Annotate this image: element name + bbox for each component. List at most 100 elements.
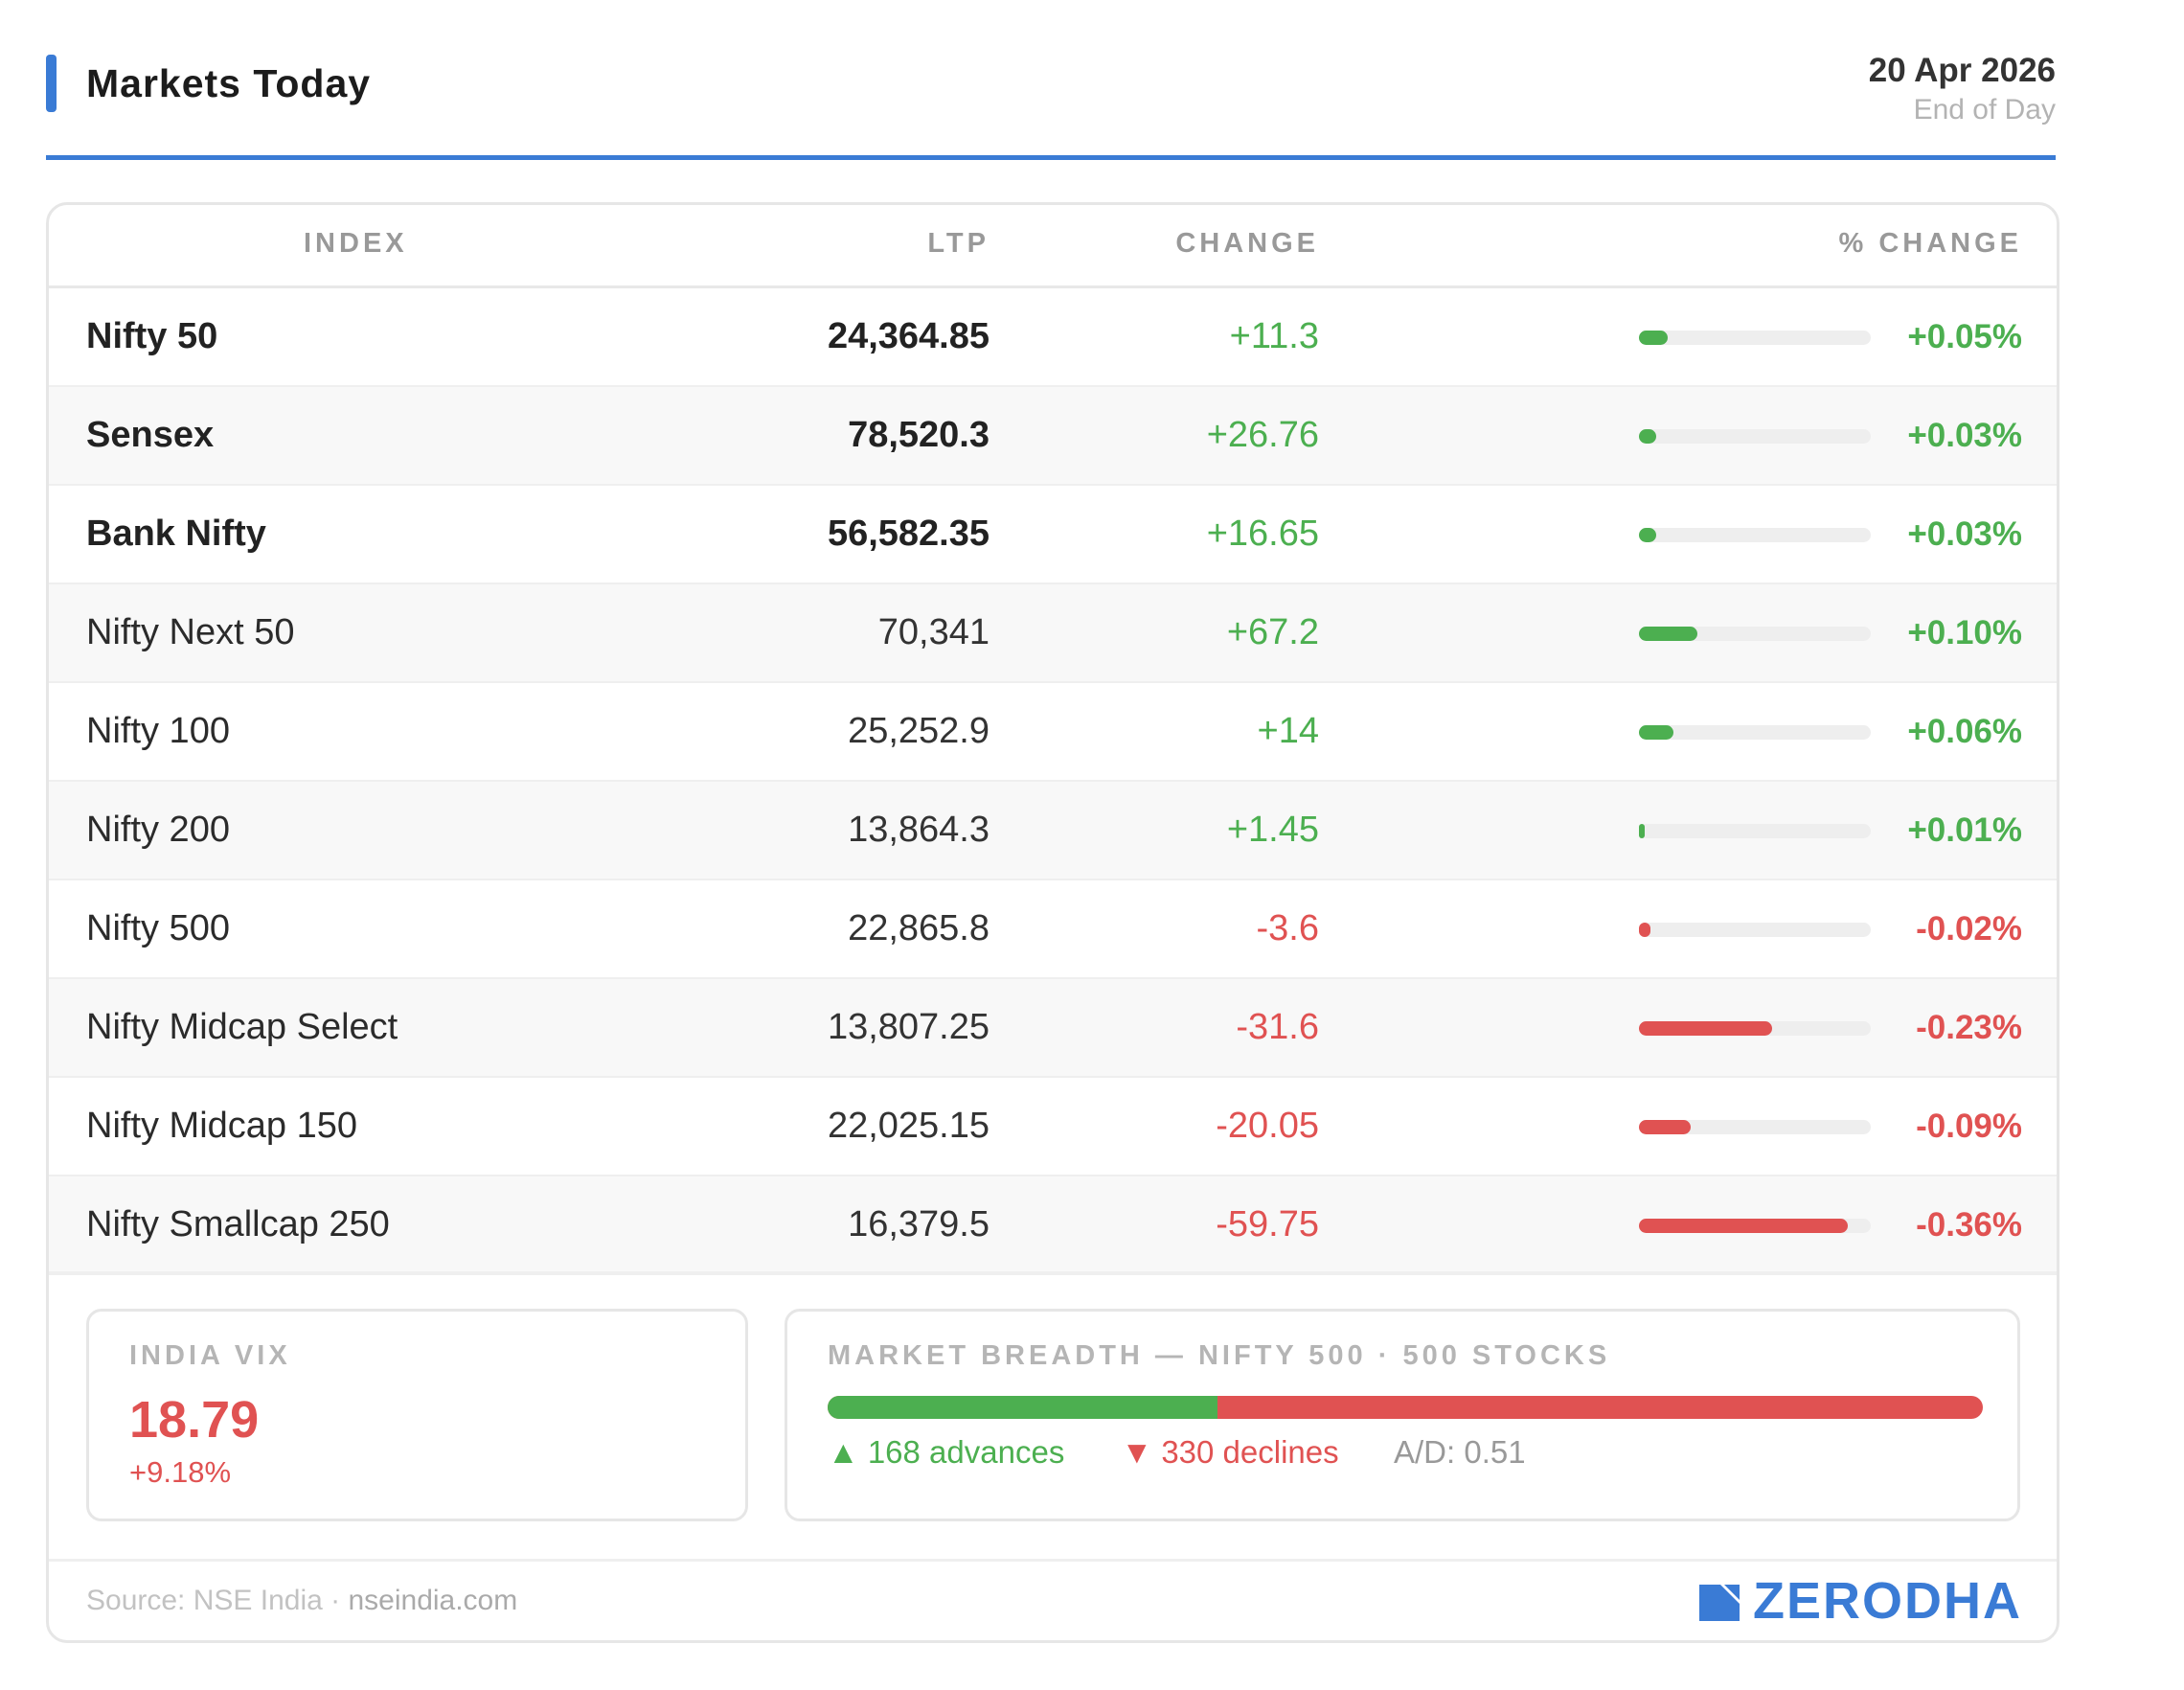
index-ltp: 56,582.35 bbox=[827, 514, 990, 554]
pct-change-bar-fill bbox=[1639, 923, 1651, 937]
pct-change-bar-fill bbox=[1639, 1021, 1773, 1036]
title-accent-bar bbox=[46, 55, 57, 112]
index-ltp: 78,520.3 bbox=[848, 415, 990, 455]
pct-change-bar-fill bbox=[1639, 429, 1657, 444]
pct-change-bar-fill bbox=[1639, 1120, 1692, 1134]
pct-change-bar bbox=[1639, 331, 1871, 345]
date-block: 20 Apr 2026 End of Day bbox=[1869, 50, 2056, 128]
table-row[interactable]: Bank Nifty 56,582.35 +16.65 +0.03% bbox=[49, 486, 2057, 584]
index-change: +16.65 bbox=[1206, 514, 1319, 554]
index-change: +1.45 bbox=[1226, 810, 1319, 850]
pct-change-bar-fill bbox=[1639, 725, 1674, 740]
index-pct-change: -0.23% bbox=[1916, 1009, 2022, 1046]
pct-change-bar bbox=[1639, 1219, 1871, 1233]
index-name: Nifty Midcap Select bbox=[86, 1007, 398, 1047]
pct-change-bar bbox=[1639, 1120, 1871, 1134]
pct-change-bar bbox=[1639, 725, 1871, 740]
index-change: +14 bbox=[1257, 711, 1319, 751]
pct-change-bar-fill bbox=[1639, 528, 1657, 542]
index-ltp: 25,252.9 bbox=[848, 711, 990, 751]
index-name: Bank Nifty bbox=[86, 514, 266, 554]
table-row[interactable]: Sensex 78,520.3 +26.76 +0.03% bbox=[49, 387, 2057, 486]
index-ltp: 13,807.25 bbox=[827, 1007, 990, 1047]
index-pct-change: -0.02% bbox=[1916, 910, 2022, 948]
column-header-index[interactable]: INDEX bbox=[304, 228, 408, 259]
ad-ratio: A/D: 0.51 bbox=[1394, 1434, 1526, 1470]
pct-change-bar bbox=[1639, 923, 1871, 937]
page-title: Markets Today bbox=[86, 61, 372, 105]
pct-change-bar-fill bbox=[1639, 331, 1669, 345]
vix-change: +9.18% bbox=[129, 1455, 232, 1489]
index-change: -59.75 bbox=[1216, 1204, 1319, 1245]
column-header-change[interactable]: CHANGE bbox=[1175, 228, 1319, 259]
index-pct-change: +0.03% bbox=[1907, 417, 2022, 454]
table-header: INDEX LTP CHANGE % CHANGE bbox=[49, 205, 2057, 288]
header-divider bbox=[46, 155, 2056, 160]
index-change: +11.3 bbox=[1229, 316, 1319, 356]
report-date: 20 Apr 2026 bbox=[1868, 52, 2056, 89]
india-vix-card: INDIA VIX 18.79 +9.18% bbox=[86, 1309, 748, 1521]
table-row[interactable]: Nifty 50 24,364.85 +11.3 +0.05% bbox=[49, 288, 2057, 387]
index-ltp: 13,864.3 bbox=[848, 810, 990, 850]
pct-change-bar bbox=[1639, 627, 1871, 641]
index-pct-change: +0.01% bbox=[1907, 811, 2022, 849]
vix-label: INDIA VIX bbox=[129, 1340, 291, 1371]
summary-section: INDIA VIX 18.79 +9.18% MARKET BREADTH — … bbox=[49, 1271, 2057, 1562]
indices-card: INDEX LTP CHANGE % CHANGE Nifty 50 24,364… bbox=[46, 202, 2059, 1643]
declines-count: ▼ 330 declines bbox=[1121, 1434, 1339, 1470]
index-ltp: 70,341 bbox=[877, 612, 990, 652]
breadth-label: MARKET BREADTH — NIFTY 500 · 500 STOCKS bbox=[828, 1340, 1611, 1371]
index-ltp: 22,025.15 bbox=[827, 1106, 990, 1146]
pct-change-bar bbox=[1639, 1021, 1871, 1036]
vix-value: 18.79 bbox=[129, 1391, 260, 1449]
market-breadth-card: MARKET BREADTH — NIFTY 500 · 500 STOCKS … bbox=[785, 1309, 2020, 1521]
table-row[interactable]: Nifty 200 13,864.3 +1.45 +0.01% bbox=[49, 782, 2057, 880]
pct-change-bar bbox=[1639, 429, 1871, 444]
index-change: -3.6 bbox=[1256, 908, 1319, 948]
index-name: Nifty 200 bbox=[86, 810, 230, 850]
pct-change-bar-fill bbox=[1639, 824, 1646, 838]
index-pct-change: -0.36% bbox=[1916, 1206, 2022, 1244]
table-row[interactable]: Nifty 500 22,865.8 -3.6 -0.02% bbox=[49, 880, 2057, 979]
footer: Source: NSE India · nseindia.com ZERODHA bbox=[49, 1559, 2057, 1640]
index-ltp: 16,379.5 bbox=[848, 1204, 990, 1245]
source-prefix: Source: NSE India · bbox=[86, 1585, 349, 1616]
table-row[interactable]: Nifty Next 50 70,341 +67.2 +0.10% bbox=[49, 584, 2057, 683]
source-link[interactable]: nseindia.com bbox=[348, 1585, 518, 1616]
table-row[interactable]: Nifty Smallcap 250 16,379.5 -59.75 -0.36% bbox=[49, 1176, 2057, 1275]
breadth-advances-fill bbox=[828, 1396, 1217, 1419]
advances-count: ▲ 168 advances bbox=[828, 1434, 1065, 1470]
index-change: -20.05 bbox=[1216, 1106, 1319, 1146]
index-change: +67.2 bbox=[1226, 612, 1319, 652]
index-name: Nifty 50 bbox=[86, 316, 218, 356]
brand: ZERODHA bbox=[1699, 1572, 2022, 1630]
pct-change-bar bbox=[1639, 824, 1871, 838]
index-name: Nifty 100 bbox=[86, 711, 230, 751]
table-row[interactable]: Nifty 100 25,252.9 +14 +0.06% bbox=[49, 683, 2057, 782]
index-ltp: 22,865.8 bbox=[848, 908, 990, 948]
source-credit: Source: NSE India · nseindia.com bbox=[86, 1585, 517, 1617]
table-body: Nifty 50 24,364.85 +11.3 +0.05% Sensex 78,520… bbox=[49, 288, 2057, 1275]
index-change: -31.6 bbox=[1236, 1007, 1319, 1047]
index-pct-change: +0.06% bbox=[1907, 713, 2022, 750]
breadth-bar bbox=[828, 1396, 1983, 1419]
column-header-ltp[interactable]: LTP bbox=[927, 228, 990, 259]
column-header-pct-change[interactable]: % CHANGE bbox=[1838, 228, 2022, 259]
header: Markets Today 20 Apr 2026 End of Day bbox=[46, 50, 2056, 157]
pct-change-bar bbox=[1639, 528, 1871, 542]
index-change: +26.76 bbox=[1206, 415, 1319, 455]
report-subtitle: End of Day bbox=[1913, 94, 2056, 126]
table-row[interactable]: Nifty Midcap 150 22,025.15 -20.05 -0.09% bbox=[49, 1078, 2057, 1176]
table-row[interactable]: Nifty Midcap Select 13,807.25 -31.6 -0.23% bbox=[49, 979, 2057, 1078]
index-pct-change: -0.09% bbox=[1916, 1108, 2022, 1145]
breadth-legend: ▲ 168 advances ▼ 330 declines A/D: 0.51 bbox=[828, 1434, 1574, 1471]
pct-change-bar-fill bbox=[1639, 1219, 1848, 1233]
zerodha-logo-icon bbox=[1699, 1585, 1740, 1621]
index-ltp: 24,364.85 bbox=[827, 316, 990, 356]
index-pct-change: +0.05% bbox=[1907, 318, 2022, 355]
index-name: Nifty Midcap 150 bbox=[86, 1106, 358, 1146]
index-name: Sensex bbox=[86, 415, 215, 455]
index-pct-change: +0.10% bbox=[1907, 614, 2022, 651]
index-name: Nifty Next 50 bbox=[86, 612, 295, 652]
